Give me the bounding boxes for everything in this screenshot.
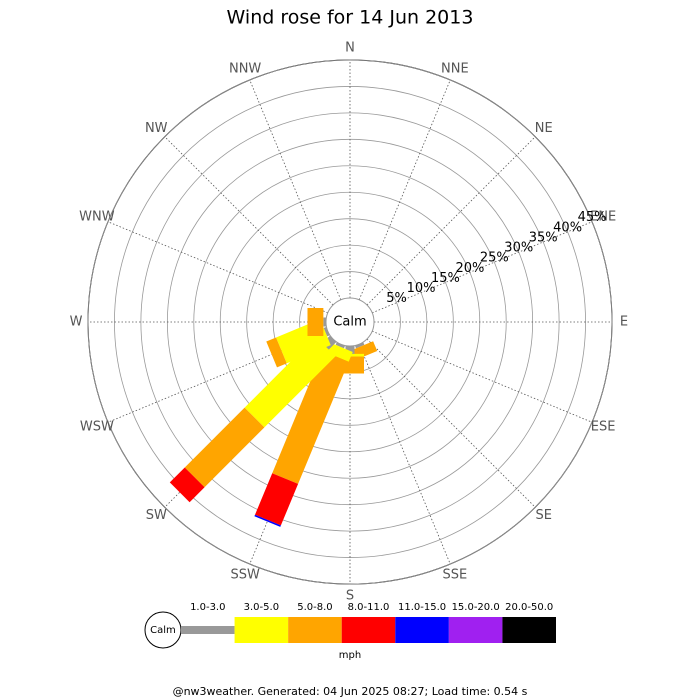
grid-ring	[140, 112, 560, 532]
bar-segment	[266, 337, 287, 368]
legend-label: 8.0-11.0	[348, 602, 390, 613]
legend-label: 15.0-20.0	[452, 602, 500, 613]
direction-label: ESE	[591, 419, 616, 434]
bar-segment	[335, 342, 345, 349]
spoke	[358, 79, 451, 300]
legend-label: 1.0-3.0	[190, 602, 225, 613]
direction-label: WSW	[80, 419, 114, 434]
r-tick-label: 20%	[455, 261, 484, 276]
direction-label: NNW	[229, 61, 261, 76]
bar-segment	[323, 317, 326, 327]
direction-label: WNW	[79, 210, 115, 225]
spoke	[366, 338, 536, 508]
spoke	[249, 79, 342, 300]
r-tick-label: 10%	[407, 281, 436, 296]
legend-calm-label: Calm	[150, 625, 176, 636]
direction-label: E	[620, 315, 628, 330]
direction-label: NE	[535, 121, 553, 136]
grid-ring	[87, 59, 613, 585]
legend-label: 5.0-8.0	[297, 602, 332, 613]
spoke	[358, 344, 451, 565]
legend-swatch	[448, 617, 503, 643]
legend-swatch	[181, 626, 235, 634]
direction-label: S	[346, 589, 354, 604]
spoke	[366, 136, 536, 306]
bar-segment	[184, 407, 265, 488]
grid-ring	[246, 218, 454, 426]
r-tick-label: 15%	[431, 271, 460, 286]
r-tick-label: 40%	[553, 220, 582, 235]
spoke	[372, 330, 593, 423]
spoke	[164, 136, 334, 306]
direction-label: SE	[536, 508, 552, 523]
direction-label: NNE	[441, 61, 469, 76]
calm-circle	[325, 297, 375, 347]
direction-label: W	[70, 315, 83, 330]
chart-title: Wind rose for 14 Jun 2013	[227, 7, 474, 29]
spoke	[107, 221, 328, 314]
r-tick-label: 45%	[578, 210, 607, 225]
calm-label: Calm	[333, 315, 366, 330]
r-tick-label: 5%	[386, 291, 407, 306]
bar-segment	[244, 336, 336, 428]
bar-segment	[307, 308, 324, 336]
footer: @nw3weather. Generated: 04 Jun 2025 08:2…	[173, 685, 528, 698]
grid-ring	[193, 165, 507, 479]
bar-segment	[272, 351, 349, 484]
direction-label: NW	[145, 121, 168, 136]
r-tick-label: 35%	[529, 230, 558, 245]
direction-label: SW	[146, 508, 167, 523]
bar-segment	[355, 342, 365, 349]
legend-swatch	[234, 617, 289, 643]
legend-swatch	[502, 617, 556, 643]
direction-label: SSE	[442, 568, 467, 583]
r-tick-label: 30%	[504, 241, 533, 256]
direction-label: N	[345, 41, 355, 56]
legend-swatch	[395, 617, 449, 643]
legend-label: 3.0-5.0	[244, 602, 279, 613]
legend-swatch	[341, 617, 396, 643]
bar-segment	[169, 467, 205, 503]
legend-swatch	[288, 617, 342, 643]
bar-segment	[255, 473, 299, 526]
direction-label: ENE	[590, 210, 616, 225]
bar-segment	[254, 514, 281, 527]
legend-label: 20.0-50.0	[505, 602, 553, 613]
unit-label: mph	[339, 650, 361, 661]
r-tick-label: 25%	[480, 251, 509, 266]
bar-segment	[323, 327, 330, 337]
legend-label: 11.0-15.0	[398, 602, 446, 613]
spoke	[372, 221, 593, 314]
direction-label: SSW	[230, 568, 260, 583]
grid-ring	[114, 86, 586, 558]
